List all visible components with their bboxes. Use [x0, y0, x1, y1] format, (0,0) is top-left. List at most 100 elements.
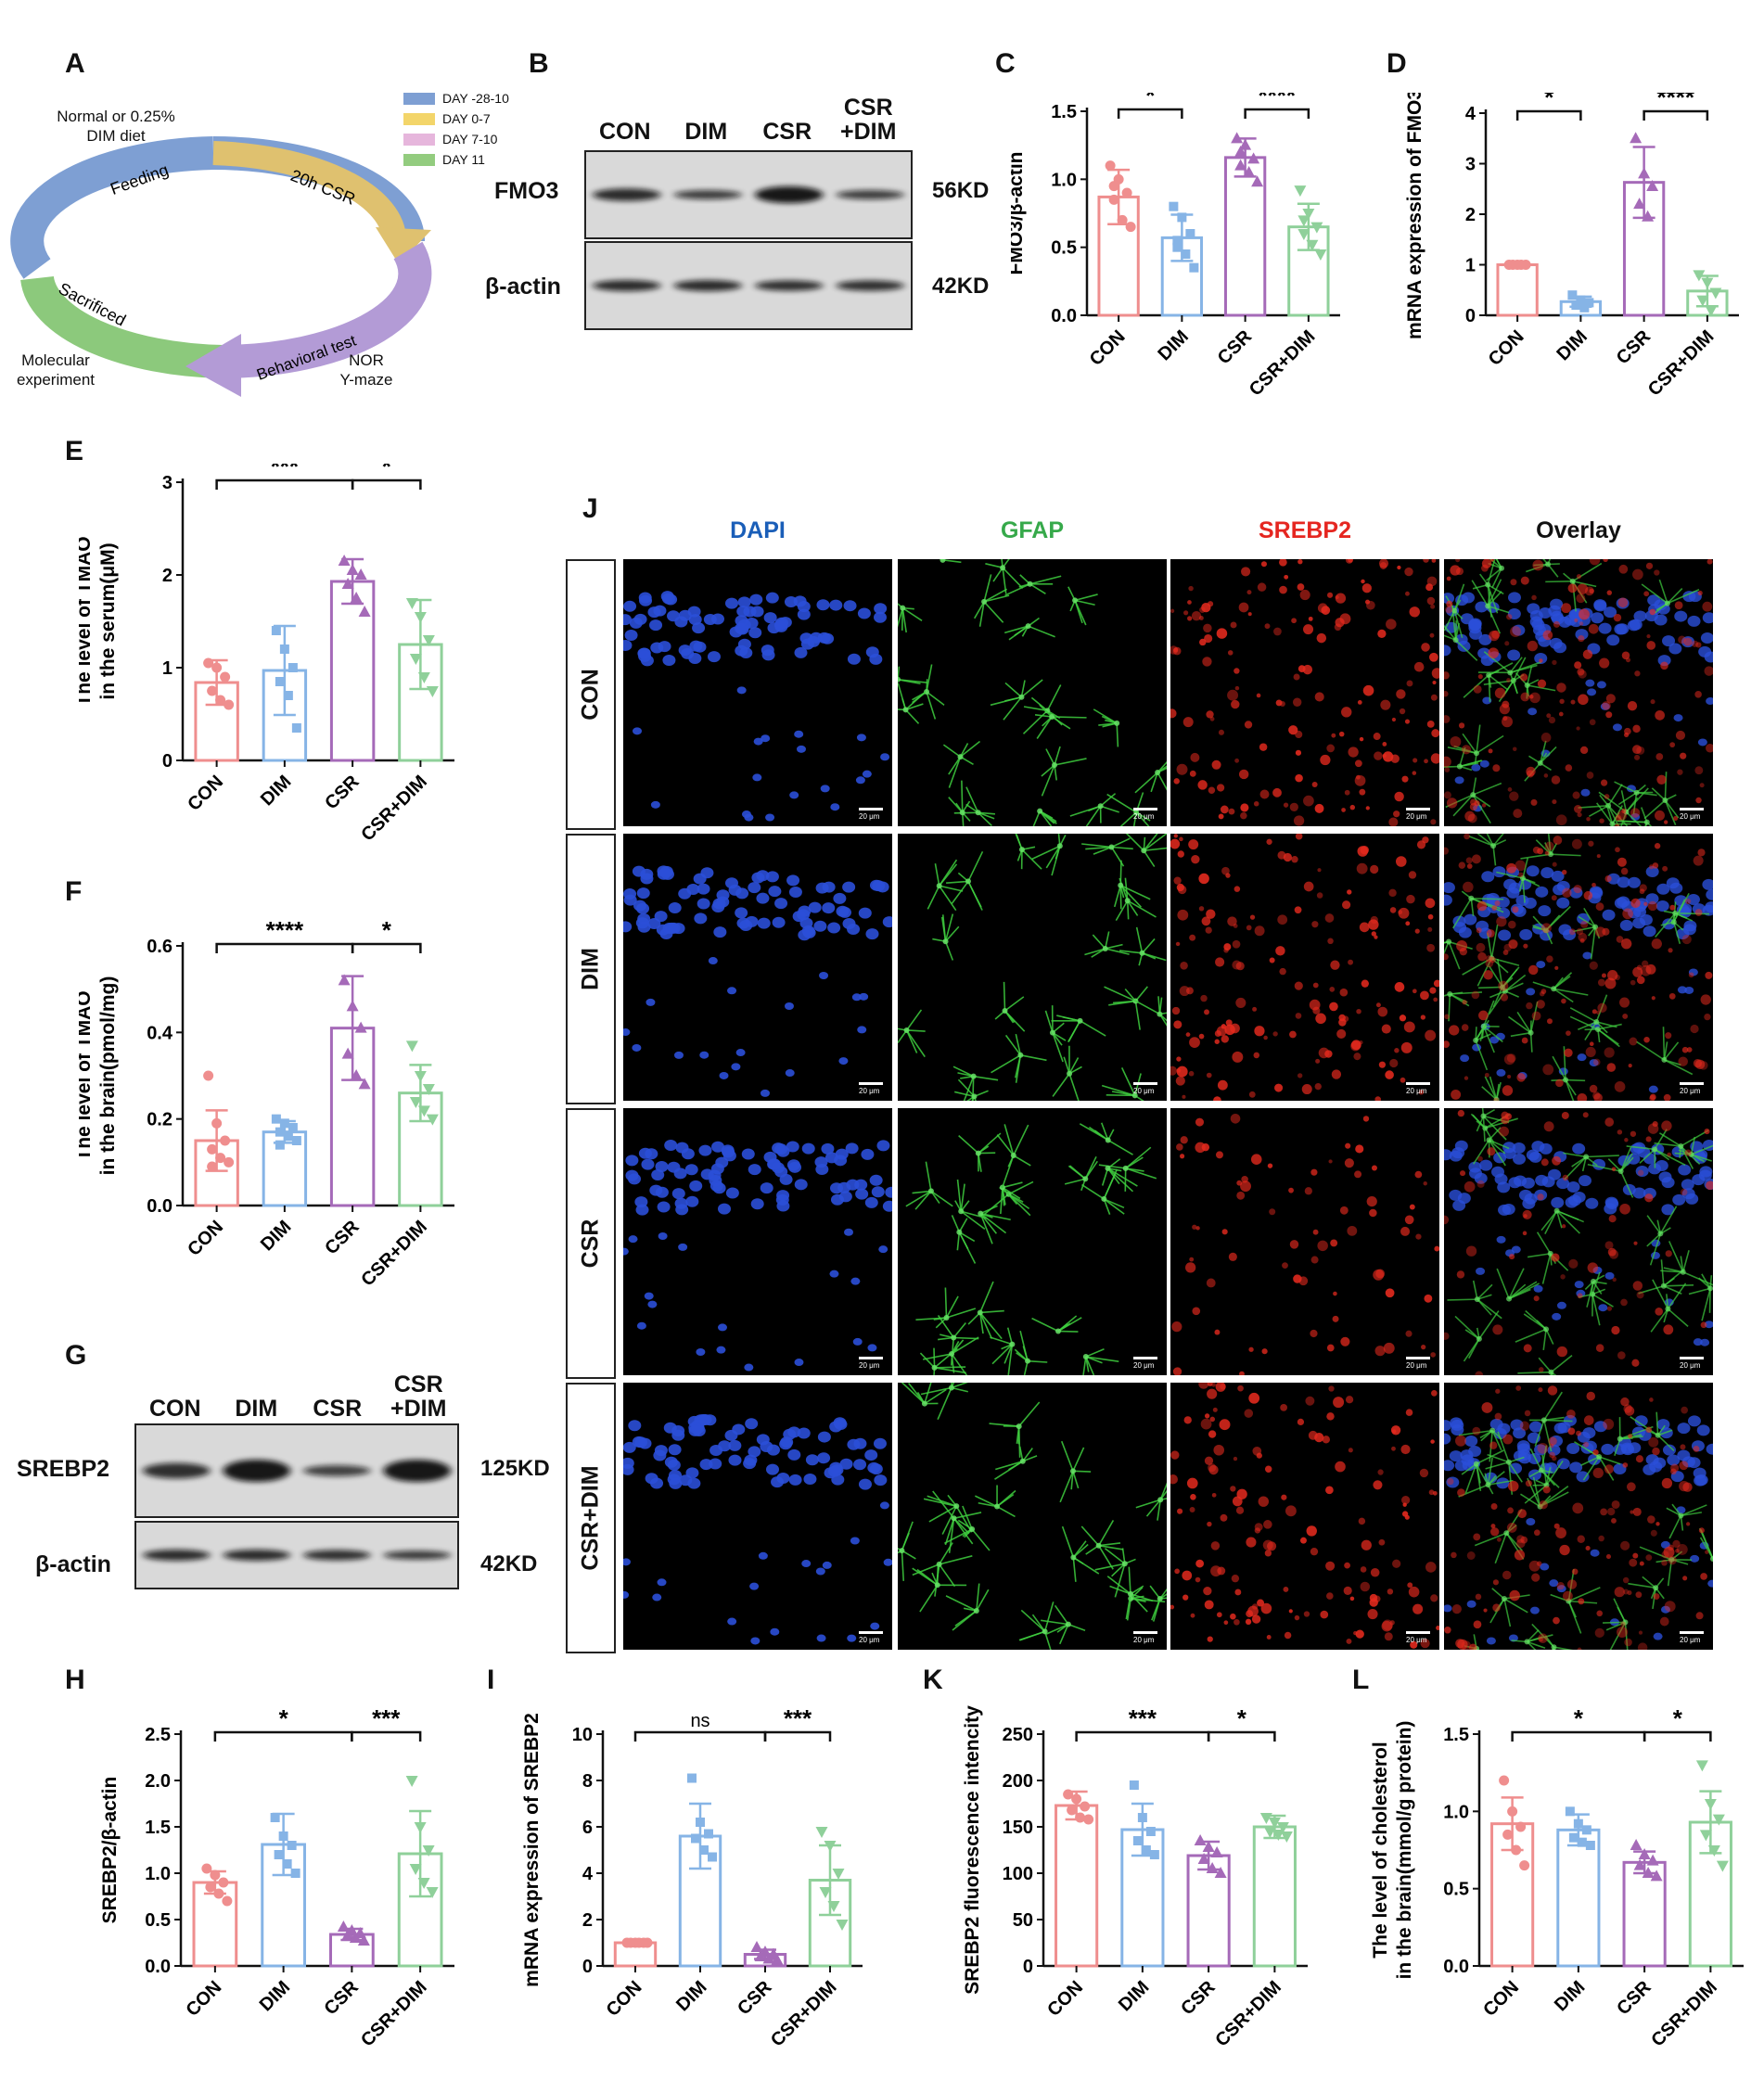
data-point: [409, 1097, 422, 1108]
significance-label: *: [279, 1704, 289, 1732]
data-point: [337, 1920, 350, 1932]
data-point: [691, 1833, 700, 1844]
data-point: [1105, 160, 1116, 172]
data-point: [1276, 1822, 1289, 1833]
micrograph-csr-dim-overlay: 20 μm: [1444, 1383, 1713, 1650]
data-point: [1137, 1813, 1147, 1822]
data-point: [279, 1118, 289, 1129]
western-g-lane-labels: CON DIM CSR CSR +DIM: [134, 1365, 459, 1421]
x-tick-label: CSR+DIM: [357, 1217, 431, 1291]
micrograph-dim-gfap: 20 μm: [898, 834, 1167, 1101]
band-2: [755, 280, 824, 291]
data-point: [278, 1831, 288, 1841]
scale-bar: 20 μm: [1406, 1631, 1430, 1644]
band-2: [302, 1465, 371, 1476]
data-point: [1149, 1850, 1159, 1859]
data-point: [224, 699, 235, 710]
bar-CSR+DIM: [1252, 1825, 1297, 1968]
y-tick-label: 0.5: [1443, 1880, 1469, 1900]
y-tick-label: 1: [162, 658, 173, 679]
data-point: [340, 1930, 353, 1941]
data-point: [1707, 1845, 1720, 1857]
lane-label-3: CSR +DIM: [840, 95, 897, 145]
data-point: [417, 1105, 430, 1117]
data-point: [625, 1937, 636, 1948]
data-point: [1197, 1853, 1210, 1864]
data-point: [1642, 1867, 1655, 1878]
y-tick-label: 150: [1003, 1818, 1033, 1838]
data-point: [358, 1078, 371, 1090]
y-tick-label: 10: [572, 1725, 593, 1745]
bar-DIM: [1556, 1828, 1601, 1968]
data-point: [1633, 198, 1646, 210]
data-point: [1515, 1821, 1527, 1832]
behavioral-arrow-head: [185, 334, 241, 397]
legend-label: DAY 0-7: [442, 111, 491, 126]
micrograph-csr-srebp2: 20 μm: [1170, 1108, 1439, 1375]
data-point: [346, 1000, 359, 1012]
ring-feeding-segment: [10, 136, 214, 279]
data-point: [633, 1937, 645, 1948]
legend-label: DAY 11: [442, 152, 485, 167]
data-point: [708, 1852, 717, 1862]
y-tick-label: 3: [162, 473, 173, 493]
micrograph-con-srebp2: 20 μm: [1170, 559, 1439, 826]
data-point: [207, 685, 218, 696]
data-point: [205, 1882, 216, 1893]
scale-bar: 20 μm: [1406, 1082, 1430, 1095]
channel-header-dapi: DAPI: [730, 517, 786, 543]
scale-bar: 20 μm: [1133, 808, 1157, 821]
micrograph-csr-dapi: 20 μm: [623, 1108, 892, 1375]
legend-swatch: [403, 112, 435, 125]
lane-label-2: CSR: [762, 119, 812, 145]
western-g-row-label-actin: β-actin: [35, 1551, 111, 1577]
data-point: [1704, 1799, 1717, 1810]
western-g-actin-blot: [134, 1521, 459, 1589]
data-point: [1080, 1801, 1091, 1812]
panel-letter-e: E: [65, 436, 84, 466]
x-tick-label: CON: [1485, 326, 1528, 370]
significance-bracket: [213, 1730, 353, 1742]
data-point: [1172, 242, 1182, 252]
y-axis-label: The level of cholesterol: [1370, 1742, 1391, 1958]
x-tick-label: CSR+DIM: [357, 1977, 431, 2051]
panel-letter-a: A: [65, 48, 85, 79]
data-point: [1573, 1818, 1583, 1829]
data-point: [1565, 1806, 1575, 1817]
band-1: [673, 280, 742, 291]
data-point: [287, 1841, 297, 1850]
data-point: [405, 1776, 418, 1787]
band-0: [142, 1550, 211, 1561]
data-point: [1141, 1845, 1151, 1855]
data-point: [1568, 1832, 1579, 1843]
data-point: [1701, 277, 1714, 289]
data-point: [771, 1953, 784, 1965]
data-point: [354, 1021, 367, 1033]
significance-bracket: [351, 1730, 422, 1742]
data-point: [1314, 249, 1327, 261]
data-point: [422, 635, 435, 646]
panel-letter-g: G: [65, 1340, 87, 1371]
bar-chart-c: 0.0 0.5 1.0 1.5 FMO3/β-actin CON DIM CSRCSR+DIM…: [1011, 93, 1340, 401]
data-point: [422, 1845, 435, 1857]
data-point: [283, 691, 293, 700]
data-point: [275, 677, 285, 686]
x-tick-label: CSR+DIM: [1644, 326, 1719, 401]
micrograph-con-dapi: 20 μm: [623, 559, 892, 826]
row-label-con: CON: [577, 669, 604, 721]
data-point: [414, 1822, 427, 1833]
data-point: [1650, 1869, 1663, 1882]
x-tick-label: CSR+DIM: [357, 772, 431, 846]
y-tick-label: 2.5: [145, 1725, 171, 1745]
y-axis-label: FMO3/β-actin: [1011, 152, 1027, 275]
data-point: [1117, 214, 1128, 225]
legend-item-3: DAY 11: [403, 149, 509, 170]
row-label-csr-dim: CSR+DIM: [577, 1465, 604, 1571]
data-point: [338, 555, 351, 566]
scale-bar: 20 μm: [859, 1082, 883, 1095]
data-point: [222, 1895, 233, 1907]
data-point: [1646, 180, 1659, 192]
row-label-dim: DIM: [577, 948, 604, 990]
data-point: [1507, 1806, 1518, 1817]
data-point: [1642, 210, 1655, 222]
